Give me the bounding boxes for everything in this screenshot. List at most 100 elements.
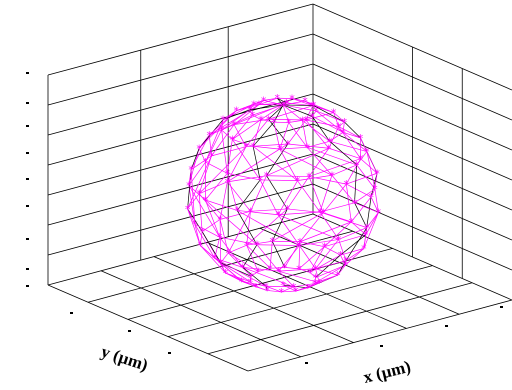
- mesh-edge: [253, 145, 280, 150]
- grid-line: [127, 248, 393, 320]
- z-tick: [26, 238, 29, 240]
- mesh-edge: [306, 147, 333, 176]
- data-point: *: [343, 255, 349, 268]
- mesh-edge: [222, 110, 237, 120]
- data-point: *: [336, 121, 342, 134]
- mesh-edge: [227, 146, 247, 183]
- sphere-points: * ******* * * * * * *********** * * ************ * *…: [185, 92, 382, 299]
- mesh-edge: [198, 148, 206, 163]
- mesh-edge: [278, 245, 300, 272]
- mesh-edge: [297, 180, 321, 213]
- z-tick: [26, 178, 29, 180]
- mesh-edge: [363, 227, 368, 249]
- mesh-edge: [252, 121, 275, 147]
- mesh-edge: [323, 183, 347, 213]
- mesh-edge: [190, 155, 212, 171]
- data-point: *: [307, 266, 313, 279]
- mesh-edge: [199, 181, 228, 194]
- grid-line: [312, 213, 512, 301]
- mesh-edge: [344, 121, 361, 139]
- axis-ticks: [26, 72, 503, 364]
- mesh-edge: [279, 122, 290, 150]
- z-tick: [26, 205, 29, 207]
- floor-edge: [47, 284, 249, 372]
- mesh-edge: [237, 210, 300, 246]
- mesh-edge: [354, 188, 376, 204]
- x-tick: [305, 362, 308, 364]
- y-tick: [168, 352, 171, 354]
- mesh-edge: [219, 219, 229, 254]
- mesh-edge: [309, 254, 341, 273]
- data-point: *: [295, 175, 301, 188]
- mesh-edge: [307, 146, 357, 166]
- grid-line: [47, 3, 314, 76]
- mesh-edge: [205, 173, 228, 201]
- mesh-edge: [282, 100, 306, 106]
- mesh-edge: [205, 199, 258, 246]
- data-point: *: [256, 99, 262, 112]
- data-point: *: [277, 143, 283, 156]
- mesh-edge: [282, 104, 290, 123]
- mesh-edge: [265, 286, 268, 291]
- mesh-edge: [342, 131, 361, 139]
- data-point: *: [293, 285, 299, 298]
- mesh-edge: [302, 120, 330, 142]
- mesh-edge: [287, 176, 310, 210]
- mesh-edge: [291, 98, 314, 107]
- mesh-edge: [293, 286, 297, 292]
- mesh-edge: [253, 100, 264, 105]
- mesh-edge: [208, 134, 212, 156]
- mesh-edge: [188, 161, 206, 186]
- mesh-edge: [272, 212, 324, 242]
- mesh-edge: [311, 115, 344, 133]
- mesh-edge: [236, 179, 261, 211]
- mesh-edge: [272, 240, 300, 243]
- mesh-edge: [214, 237, 221, 259]
- mesh-edge: [260, 179, 298, 182]
- mesh-edge: [366, 151, 376, 190]
- mesh-edge: [316, 110, 345, 123]
- data-point: *: [285, 138, 291, 151]
- grid-line: [312, 153, 512, 241]
- mesh-edge: [214, 257, 267, 287]
- mesh-edge: [198, 146, 247, 194]
- mesh-edge: [187, 208, 201, 246]
- data-point: *: [361, 243, 367, 256]
- data-point: *: [248, 205, 254, 218]
- data-point: *: [309, 110, 315, 123]
- mesh-edge: [337, 264, 346, 276]
- mesh-edge: [356, 151, 368, 166]
- mesh-edge: [205, 129, 222, 163]
- mesh-edge: [270, 267, 285, 269]
- mesh-edge: [187, 193, 200, 210]
- mesh-edge: [277, 214, 300, 246]
- mesh-edge: [314, 277, 317, 284]
- mesh-edge: [256, 244, 279, 272]
- mesh-edge: [222, 109, 250, 121]
- mesh-edge: [324, 234, 366, 248]
- grid-line: [207, 282, 473, 355]
- mesh-edge: [351, 221, 366, 235]
- mesh-edge: [345, 248, 365, 261]
- mesh-edge: [315, 268, 338, 276]
- data-point: *: [230, 133, 236, 146]
- z-tick: [26, 285, 29, 287]
- mesh-edge: [232, 139, 261, 181]
- mesh-edge: [221, 129, 233, 140]
- mesh-edge: [266, 285, 294, 288]
- mesh-edge: [333, 112, 339, 127]
- data-point: *: [352, 197, 358, 210]
- data-point: *: [358, 153, 364, 166]
- mesh-edge: [250, 208, 288, 212]
- data-point: *: [212, 252, 218, 265]
- mesh-edge: [354, 202, 379, 213]
- mesh-edge: [331, 164, 357, 176]
- mesh-edge: [258, 100, 264, 105]
- data-point: *: [280, 99, 286, 112]
- mesh-edge: [345, 248, 365, 266]
- data-point: *: [248, 276, 254, 289]
- mesh-edge: [345, 184, 352, 222]
- mesh-edge: [228, 244, 247, 254]
- data-point: *: [257, 174, 263, 187]
- mesh-edge: [344, 260, 347, 266]
